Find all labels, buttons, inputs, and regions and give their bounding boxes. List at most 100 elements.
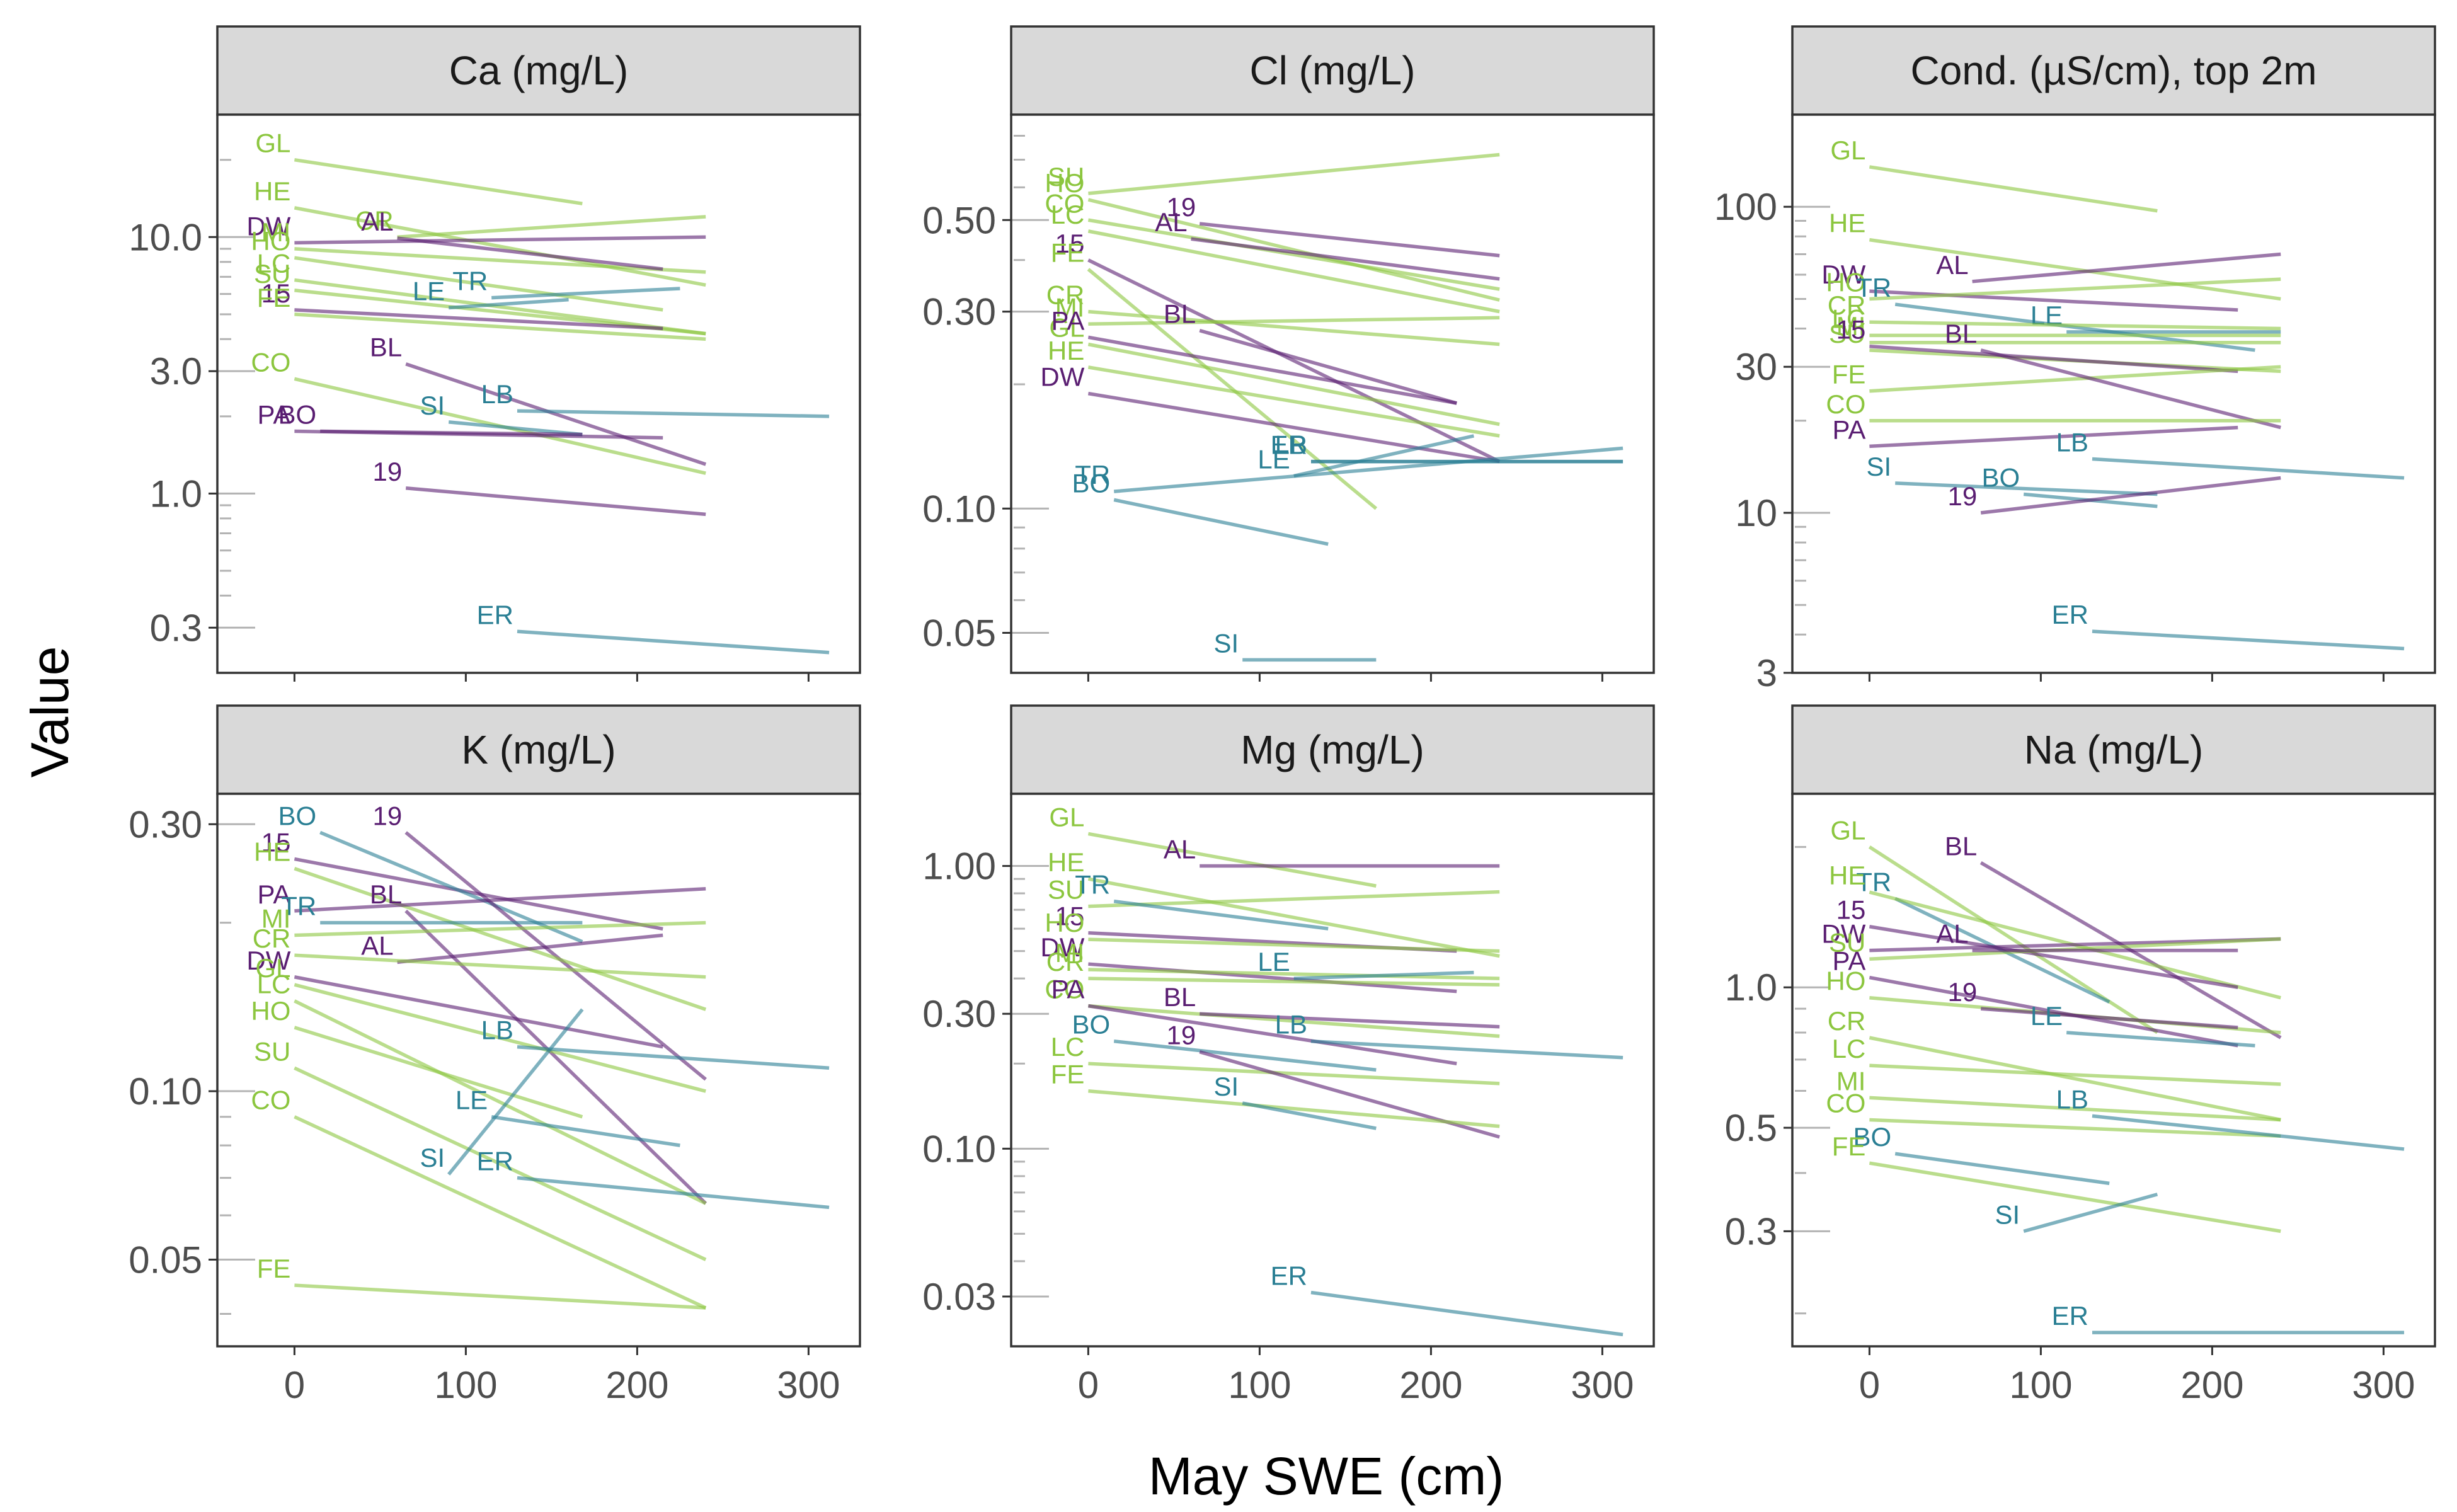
series-label: AL <box>1936 919 1968 949</box>
series-label: 15 <box>1055 229 1085 258</box>
series-line <box>397 215 706 239</box>
panel-border <box>1791 793 2436 1348</box>
facet-title: Mg (mg/L) <box>1240 727 1424 772</box>
y-tick-label: 1.0 <box>150 472 202 515</box>
series-label: HE <box>1829 209 1865 238</box>
series-label: HO <box>1826 267 1865 297</box>
series-line <box>1088 968 1500 980</box>
series-line <box>1191 237 1500 281</box>
series-line <box>2092 629 2405 651</box>
series-label: GL <box>1049 313 1084 343</box>
series-line <box>517 629 830 655</box>
series-label: FE <box>1832 360 1866 389</box>
series-line <box>1895 481 2158 496</box>
series-line <box>448 420 583 437</box>
series-line <box>1088 890 1500 908</box>
series-label: SI <box>420 391 445 420</box>
series-label: FE <box>1051 238 1085 267</box>
series-label: HO <box>1045 168 1084 198</box>
series-label: FE <box>257 1254 291 1283</box>
series-label: LB <box>481 379 513 409</box>
x-tick-label: 100 <box>434 1364 497 1406</box>
series-line <box>1113 899 1329 931</box>
series-label: SI <box>420 1143 445 1172</box>
series-line <box>491 287 680 300</box>
series-label: HO <box>251 226 290 256</box>
series-label: 19 <box>1166 1021 1196 1050</box>
x-tick-label: 0 <box>1859 1364 1880 1406</box>
y-tick-label: 1.0 <box>1725 966 1777 1009</box>
series-label: SI <box>1214 1072 1239 1101</box>
series-label: BL <box>1945 831 1977 861</box>
series-label: 15 <box>1836 895 1866 925</box>
series-line <box>2066 1031 2255 1048</box>
series-line <box>1087 877 1500 958</box>
series-line <box>1199 328 1457 405</box>
series-label: LE <box>413 277 445 306</box>
series-line <box>1200 1012 1500 1029</box>
series-label: CO <box>1045 188 1084 218</box>
series-line <box>294 1066 707 1261</box>
y-tick-label: 10.0 <box>129 216 202 258</box>
series-label: SU <box>1829 927 1865 957</box>
series-label: HE <box>1048 847 1084 877</box>
series-line <box>404 909 707 1205</box>
facet-strip <box>216 25 861 116</box>
series-line <box>294 206 706 287</box>
series-label: AL <box>361 931 393 960</box>
panel-border <box>1791 113 2436 674</box>
series-line <box>1980 1007 2238 1029</box>
series-line <box>1869 238 2281 301</box>
series-label: LC <box>1832 304 1866 333</box>
series-line <box>294 920 706 937</box>
series-label: 19 <box>372 801 402 830</box>
y-tick-label: 0.10 <box>922 488 996 530</box>
series-line <box>294 308 663 331</box>
series-line <box>294 953 706 979</box>
series-line <box>1087 365 1500 438</box>
series-label: DW <box>1040 362 1084 392</box>
series-line <box>294 158 583 205</box>
x-tick-label: 0 <box>1078 1364 1099 1406</box>
y-tick-label: 0.05 <box>129 1239 202 1281</box>
series-line <box>1310 1039 1624 1060</box>
series-label: CR <box>1046 280 1085 310</box>
plot-area <box>1011 115 1654 673</box>
series-line <box>294 312 706 341</box>
series-label: HE <box>254 837 290 867</box>
x-axis-title: May SWE (cm) <box>1148 1446 1504 1506</box>
series-label: PA <box>257 399 290 429</box>
y-tick-label: 100 <box>1714 186 1777 228</box>
series-label: BL <box>370 879 402 909</box>
x-tick-label: 300 <box>1571 1364 1634 1406</box>
series-line <box>1869 425 2238 449</box>
series-label: SI <box>1995 1200 2020 1229</box>
series-line <box>2092 1114 2405 1151</box>
series-label: SU <box>1829 319 1865 348</box>
plot-area <box>217 115 860 673</box>
y-tick-label: 0.3 <box>150 607 202 649</box>
panel-border <box>1010 793 1655 1348</box>
series-line <box>397 933 663 965</box>
facet-strip <box>1010 25 1655 116</box>
x-tick-label: 100 <box>1228 1364 1291 1406</box>
series-line <box>517 1176 830 1210</box>
series-label: SU <box>1048 875 1084 905</box>
series-label: HO <box>251 996 290 1026</box>
series-line <box>1087 229 1500 314</box>
series-label: CR <box>1046 947 1085 976</box>
series-label: 15 <box>261 827 291 857</box>
panel-border <box>216 793 861 1348</box>
series-label: ER <box>2052 600 2088 629</box>
series-line <box>294 975 663 1049</box>
series-label: ER <box>2052 1301 2088 1331</box>
series-label: BL <box>1164 982 1196 1012</box>
series-line <box>1087 198 1500 302</box>
y-tick-label: 10 <box>1735 492 1777 534</box>
series-line <box>1087 218 1500 291</box>
series-line <box>1088 1062 1500 1085</box>
series-label: BL <box>1164 299 1196 329</box>
series-line <box>1894 1152 2110 1186</box>
facet-strip <box>1791 704 2436 795</box>
